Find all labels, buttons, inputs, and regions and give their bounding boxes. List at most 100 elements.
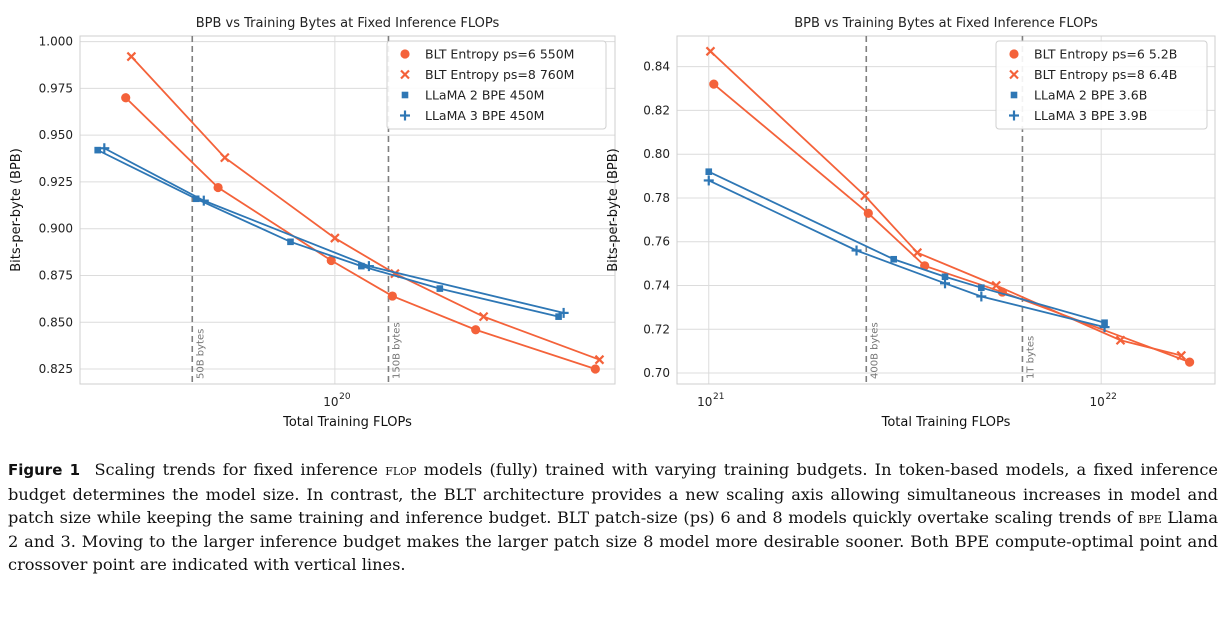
data-point (478, 311, 489, 322)
legend-label: LLaMA 2 BPE 3.6B (1034, 88, 1147, 103)
caption-segment: flop (385, 460, 417, 479)
data-point (991, 280, 1001, 291)
data-point-shape (326, 255, 336, 266)
caption-segment: Llama 2 and 3. Moving to the larger infe… (8, 508, 1219, 574)
data-point (1115, 335, 1126, 346)
figure-label: Figure 1 (8, 461, 81, 479)
data-point (358, 262, 365, 270)
x-tick-label: 10 22 (1090, 392, 1117, 409)
x-axis-label: Total Training FLOPs (282, 415, 412, 430)
data-point-stroke (330, 233, 340, 243)
data-point (940, 278, 951, 289)
y-tick-label: 0.74 (643, 279, 670, 293)
x-tick-exponent: 22 (1105, 392, 1116, 402)
caption-text: Scaling trends for fixed inference flop … (8, 460, 1218, 574)
vline-label: 400B bytes (869, 322, 880, 379)
series-2 (705, 46, 1187, 361)
y-axis-label: Bits-per-byte (BPB) (9, 148, 24, 272)
legend-label: LLaMA 3 BPE 3.9B (1034, 108, 1147, 123)
chart-title: BPB vs Training Bytes at Fixed Inference… (794, 16, 1098, 31)
data-point (94, 146, 101, 154)
legend-label: LLaMA 3 BPE 450M (425, 108, 544, 123)
data-point (387, 291, 397, 301)
data-point (594, 354, 605, 365)
legend-marker-stroke (400, 69, 410, 80)
y-axis-label: Bits-per-byte (BPB) (606, 148, 621, 272)
chart-1: 0.825 0.850 0.875 0.900 0.925 0.950 0.975 1.000… (9, 16, 616, 430)
y-tick-label: 1.000 (39, 35, 73, 49)
x-axis-label: Total Training FLOPs (881, 415, 1011, 430)
data-point-shape (590, 364, 600, 374)
y-tick-label: 0.70 (643, 366, 670, 380)
data-point-shape (287, 238, 294, 246)
legend-marker-stroke (1009, 69, 1019, 80)
y-tick-label: 0.875 (39, 268, 73, 282)
data-point (287, 238, 294, 246)
data-point-stroke (1176, 350, 1187, 361)
chart-title: BPB vs Training Bytes at Fixed Inference… (196, 16, 500, 31)
legend-label: BLT Entropy ps=6 550M (425, 47, 574, 62)
figure-caption: Figure 1 Scaling trends for fixed infere… (8, 458, 1218, 577)
data-point (471, 325, 481, 335)
data-point (555, 313, 562, 320)
plot-frame (676, 35, 1216, 385)
data-point-stroke (860, 190, 870, 201)
series-line (125, 97, 596, 370)
data-point (709, 79, 719, 89)
data-point-stroke (220, 152, 230, 163)
series-line (97, 149, 559, 318)
y-tick-label: 0.850 (39, 315, 73, 329)
data-point-stroke (594, 354, 605, 365)
y-tick-label: 0.900 (39, 222, 73, 236)
legend-label: LLaMA 2 BPE 450M (425, 88, 544, 103)
legend-marker (400, 69, 410, 80)
legend-marker (400, 110, 410, 121)
legend: BLT Entropy ps=6 5.2B BLT Entropy ps=8 6.… (995, 40, 1208, 130)
legend-box (995, 40, 1208, 130)
legend-label: BLT Entropy ps=8 6.4B (1034, 67, 1177, 82)
legend-marker (400, 49, 410, 59)
y-tick-label: 0.975 (39, 81, 73, 95)
y-tick-label: 0.78 (643, 191, 670, 205)
plot-frame (79, 35, 616, 385)
x-tick-exponent: 21 (713, 392, 724, 402)
legend-marker-shape (400, 49, 410, 59)
series-4 (99, 143, 569, 318)
legend-marker-shape (1010, 91, 1018, 99)
data-point (213, 182, 223, 193)
data-point (976, 291, 987, 302)
data-point-shape (94, 146, 101, 154)
data-point-shape (978, 284, 985, 291)
vline-label: 1T bytes (1025, 336, 1036, 379)
data-point (558, 307, 569, 318)
legend-marker (1009, 49, 1019, 59)
y-tick-label: 0.82 (643, 103, 670, 117)
x-tick-base: 10 (323, 395, 338, 409)
data-point (705, 168, 713, 175)
data-point (198, 195, 209, 206)
data-point (978, 284, 985, 291)
series-line (103, 147, 564, 314)
caption-segment: bpe (1138, 508, 1162, 527)
legend-marker-shape (1009, 49, 1019, 59)
data-point (436, 285, 444, 292)
series-3 (94, 146, 562, 320)
y-tick-label: 0.84 (643, 60, 670, 74)
data-point (941, 273, 949, 281)
legend-marker (1009, 69, 1019, 80)
data-point-shape (863, 208, 873, 218)
data-point-shape (471, 325, 481, 335)
x-tick-label: 10 21 (697, 392, 724, 409)
data-point-shape (705, 168, 713, 175)
data-point (126, 51, 137, 62)
data-point-shape (709, 79, 719, 89)
data-point-stroke (1115, 335, 1126, 346)
data-point-stroke (705, 46, 716, 57)
legend-marker-shape (401, 91, 409, 99)
data-point-stroke (478, 311, 489, 322)
data-point (890, 255, 898, 263)
series-4 (703, 175, 1110, 333)
data-point-shape (890, 255, 898, 263)
data-point (326, 255, 336, 266)
